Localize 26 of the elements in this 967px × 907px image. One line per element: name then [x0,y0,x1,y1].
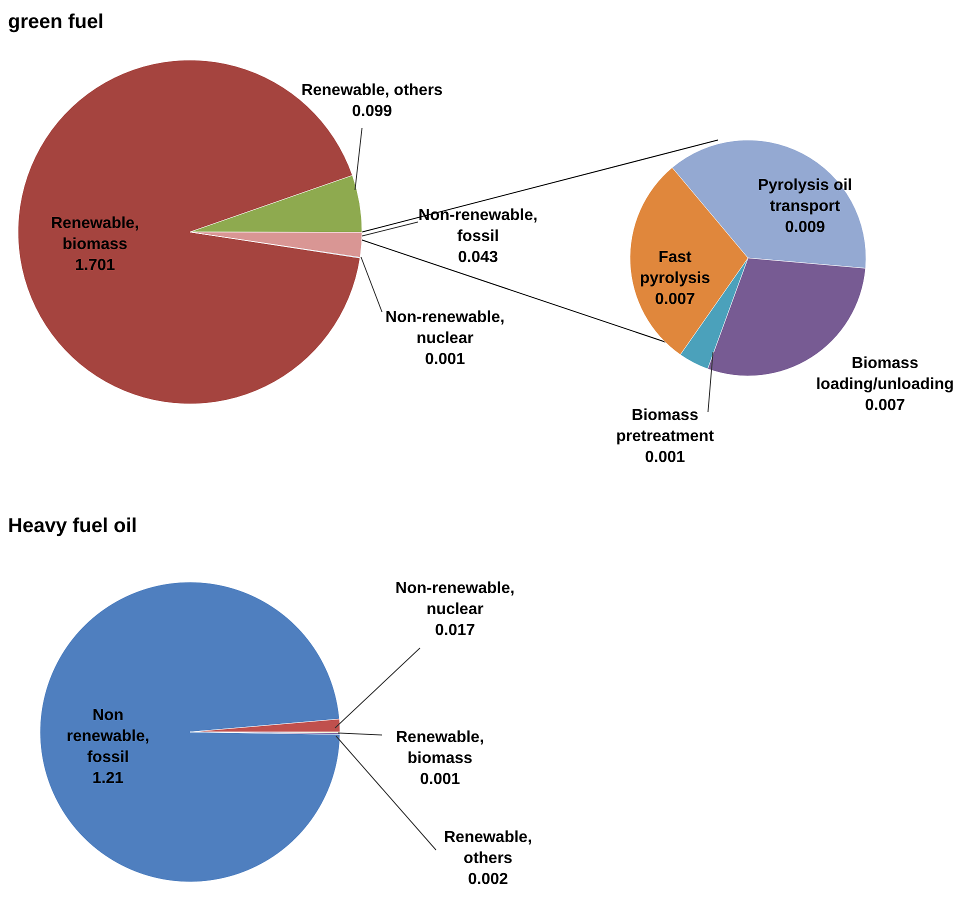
data-label: 0.099 [352,103,392,120]
slice-label: Renewable, others [444,829,532,867]
chart-title: Heavy fuel oil [8,515,137,537]
slice-label: Non renewable, fossil [66,707,150,766]
data-label: 1.21 [92,770,124,787]
data-label: 0.017 [434,622,476,639]
data-label: 0.043 [458,249,498,266]
slice-label: Non-renewable, fossil [418,207,538,245]
data-label: 0.001 [420,771,460,788]
slice-label: Biomass loading/unloading [816,355,954,393]
data-label: 0.002 [468,871,508,888]
slice-label: Non-renewable, nuclear [385,309,505,347]
data-label: 0.007 [864,397,906,414]
chart-title: green fuel [8,11,104,33]
data-label: 1.701 [74,257,116,274]
slice-label: Pyrolysis oil transport [758,177,852,215]
slice-label: Renewable, biomass [396,729,484,767]
data-label: 0.007 [654,291,696,308]
data-label: 0.001 [644,449,686,466]
slice-label: Fast pyrolysis [640,249,710,287]
slice-label: Renewable, others [301,82,443,99]
slice-label: Non-renewable, nuclear [395,580,515,618]
slice-label: Biomass pretreatment [616,407,715,445]
slice-label: Renewable, biomass [50,215,140,253]
data-label: 0.001 [424,351,466,368]
data-label: 0.009 [784,219,826,236]
